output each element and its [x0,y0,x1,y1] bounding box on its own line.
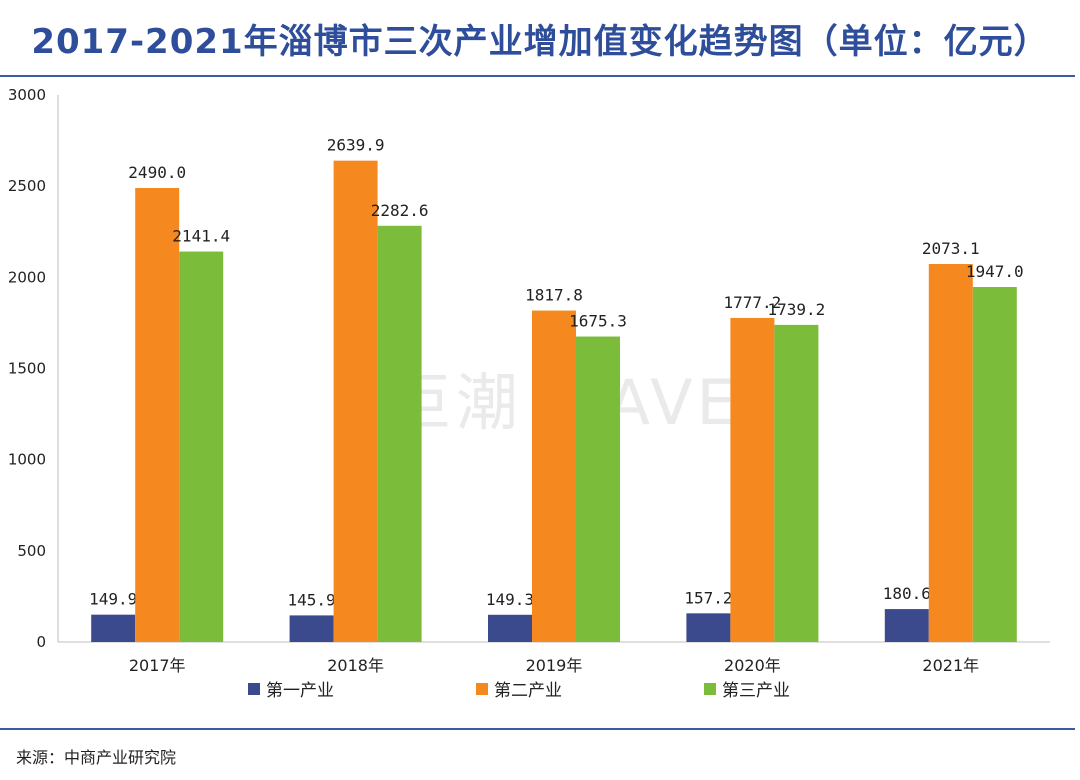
y-tick-label: 2000 [8,268,46,286]
chart-title: 2017-2021年淄博市三次产业增加值变化趋势图（单位：亿元） [31,22,1049,62]
bar [576,336,620,642]
bar [686,613,731,642]
bar [532,310,576,642]
data-label: 1947.0 [966,262,1024,281]
data-label: 149.3 [486,590,534,609]
x-category-label: 2017年 [129,656,186,675]
data-label: 157.2 [684,588,732,607]
bar [774,324,819,642]
legend-label: 第二产业 [494,681,562,701]
data-label: 2490.0 [128,163,186,182]
legend-swatch [704,683,716,695]
y-tick-label: 1500 [8,360,46,378]
data-label: 1675.3 [569,312,627,331]
legend-label: 第一产业 [266,681,334,701]
data-label: 2639.9 [327,136,385,155]
x-category-label: 2018年 [327,656,384,675]
data-label: 1777.2 [724,293,782,312]
x-category-label: 2019年 [526,656,583,675]
bar [884,609,929,642]
data-label: 145.9 [288,590,336,609]
bar [289,615,334,642]
bar [91,614,136,642]
legend-swatch [248,683,260,695]
y-tick-label: 3000 [8,86,46,104]
legend-swatch [476,683,488,695]
data-label: 180.6 [883,584,931,603]
bar [135,187,180,643]
source-note: 来源：中商产业研究院 [16,748,177,767]
title-divider [0,75,1075,77]
y-tick-label: 2500 [8,177,46,195]
bar [333,160,378,642]
bar [928,264,973,642]
y-tick-label: 500 [17,542,46,560]
bar-chart: 0 500 1000 1500 2000 2500 3000 149.9 2490.0 2141.… [8,86,1050,701]
data-label: 2073.1 [922,239,980,258]
legend-label: 第三产业 [722,681,790,701]
y-tick-label: 0 [36,633,46,651]
y-tick-label: 1000 [8,451,46,469]
data-label: 1739.2 [768,300,826,319]
bar [730,317,775,642]
bar [179,251,224,643]
data-label: 2282.6 [371,201,429,220]
data-label: 2141.4 [172,227,230,246]
footer-divider [0,728,1075,730]
x-category-label: 2020年 [724,656,781,675]
bar [972,286,1017,642]
data-label: 1817.8 [525,286,583,305]
bar [488,614,532,642]
data-label: 149.9 [89,590,137,609]
bar [377,225,422,642]
x-category-label: 2021年 [922,656,979,675]
